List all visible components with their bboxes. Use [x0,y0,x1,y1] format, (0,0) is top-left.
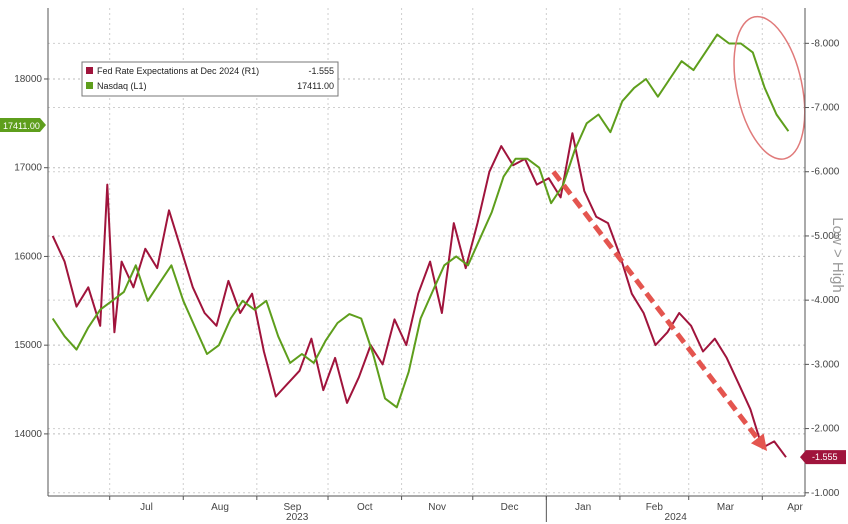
year-label-1: 2024 [665,512,688,523]
right-tick-label-2: -3.000 [811,359,840,370]
x-tick-label-4: Nov [428,502,446,513]
fed-tag-text: -1.555 [812,452,838,462]
annotation-arrow-head [750,433,768,452]
x-tick-label-8: Mar [717,502,735,513]
annotation-ellipse [733,15,806,160]
legend-box [81,61,339,97]
x-tick-label-9: Apr [787,502,803,513]
right-tick-label-0: -1.000 [811,488,840,499]
legend-swatch-fed [86,67,93,74]
right-tick-label-5: -6.000 [811,167,840,178]
x-tick-label-5: Dec [501,502,519,513]
nasdaq-last-value-tag: 17411.00 [0,118,46,132]
right-tick-label-3: -4.000 [811,295,840,306]
legend-label-nasdaq: Nasdaq (L1) [97,81,147,91]
x-tick-label-1: Aug [211,502,229,513]
series-line-fed-rate-expectations [51,132,787,458]
grid-horizontal [48,42,805,494]
legend-swatch-nasdaq [86,82,93,89]
left-tick-label-2: 16000 [14,251,42,262]
axes-layer: 14000 15000 16000 17000 18000 -1.000 -2.000 -3.… [14,8,840,523]
annotation-arrow-shaft [551,170,760,440]
right-axis-title: Low > High [829,217,846,292]
nasdaq-tag-text: 17411.00 [3,121,40,131]
legend-value-fed: -1.555 [308,66,334,76]
fed-tag-shape [800,450,846,465]
legend-value-nasdaq: 17411.00 [297,81,334,91]
left-tick-label-4: 18000 [14,74,42,85]
x-tick-label-2: Sep [284,502,302,513]
left-tick-label-1: 15000 [14,340,42,351]
annotation-layer [551,15,806,452]
right-tick-label-1: -2.000 [811,424,840,435]
x-tick-label-3: Oct [357,502,373,513]
series-line-nasdaq [51,33,790,409]
right-tick-label-7: -8.000 [811,38,840,49]
right-tick-label-4: -5.000 [811,231,840,242]
legend-label-fed: Fed Rate Expectations at Dec 2024 (R1) [97,66,259,76]
x-tick-label-7: Feb [646,502,664,513]
x-tick-label-6: Jan [575,502,591,513]
legend: Fed Rate Expectations at Dec 2024 (R1) -… [81,61,339,97]
left-tick-label-0: 14000 [14,429,42,440]
series-layer [51,33,790,458]
fed-last-value-tag: -1.555 [800,450,846,465]
x-tick-label-0: Jul [140,502,153,513]
nasdaq-tag-shape [0,118,46,132]
year-label-0: 2023 [286,512,309,523]
right-tick-label-6: -7.000 [811,103,840,114]
left-tick-label-3: 17000 [14,163,42,174]
